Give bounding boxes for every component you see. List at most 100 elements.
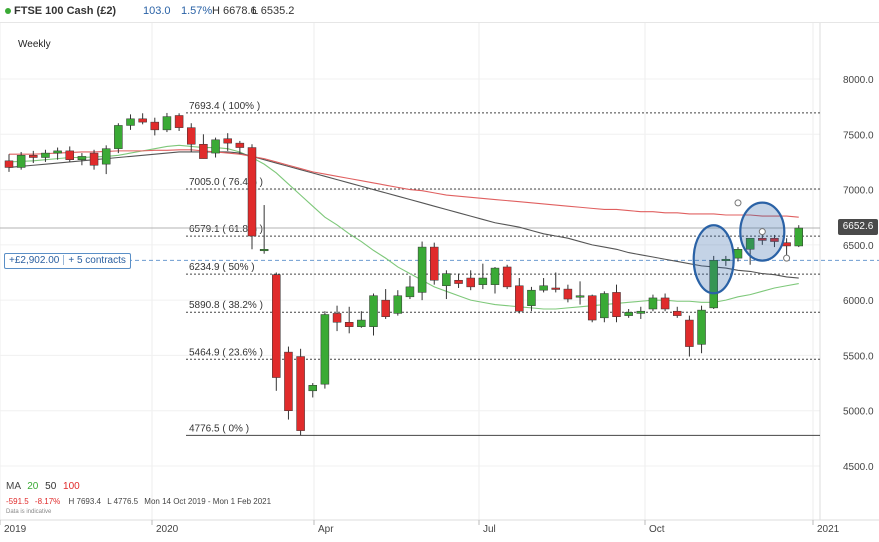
timeframe-label[interactable]: Weekly [18,39,51,50]
candle-down [685,319,694,347]
candle-up [600,293,609,319]
candle-down [612,292,621,317]
candle-down [223,138,232,144]
stats-change-pct: -8.17% [34,497,61,506]
position-pnl: +£2,902.00 [9,255,60,266]
candle-up [320,314,330,385]
instrument-name[interactable]: FTSE 100 Cash (£2) [14,5,117,17]
candle-up [126,118,135,126]
candle-down [284,351,293,411]
x-tick-label: Jul [483,524,496,535]
candle-down [247,147,257,237]
stats-range: Mon 14 Oct 2019 - Mon 1 Feb 2021 [144,497,272,506]
stats-change: -591.5 [6,497,29,506]
candle-down [4,160,14,168]
fib-level-label: 7693.4 ( 100% ) [189,101,260,112]
candle-up [16,155,26,168]
stats-high: H 7693.4 [68,497,101,506]
candle-down [89,152,99,166]
ma-50-label: 50 [45,481,57,492]
candle-up [490,267,500,285]
candle-up [745,237,755,250]
candle-up [369,295,378,327]
candle-up [442,273,451,287]
candle-down [29,155,38,158]
y-tick-label: 7000.0 [843,186,874,197]
candle-up [259,249,269,252]
candle-down [782,242,791,247]
candle-down [199,143,208,159]
last-price-tag: 6652.6 [838,219,878,235]
candle-down [454,279,463,284]
x-tick-label: Oct [649,524,665,535]
candle-up [417,246,427,293]
candle-down [587,295,597,321]
candle-down [65,150,74,160]
ma-100-line [9,149,799,218]
fib-level-label: 6579.1 ( 61.8% ) [189,224,263,235]
y-tick-label: 4500.0 [843,462,874,473]
fractal-marker [783,254,791,262]
fib-level-label: 5464.9 ( 23.6% ) [189,347,263,358]
candle-down [138,118,147,123]
fractal-marker [734,199,742,207]
candle-up [211,139,220,154]
candle-up [308,385,317,392]
candle-down [174,115,184,128]
candle-down [466,277,475,288]
y-tick-label: 5500.0 [843,351,874,362]
range-stats: -591.5 -8.17% H 7693.4 L 4776.5 Mon 14 O… [6,497,271,506]
candle-up [721,258,731,261]
y-tick-label: 5000.0 [843,407,874,418]
candle-up [527,289,536,306]
candle-down [660,297,670,310]
highlight-ellipse [692,224,735,295]
candle-up [794,227,803,247]
candle-down [296,356,305,431]
fib-level-label: 4776.5 ( 0% ) [189,423,249,434]
fractal-marker [758,228,766,236]
position-size: + 5 contracts [68,255,126,266]
candle-up [77,156,87,160]
candle-down [381,299,390,317]
fib-level-label: 7005.0 ( 76.4% ) [189,177,263,188]
candle-down [673,310,682,316]
candle-up [41,152,50,158]
candle-up [624,312,633,316]
candle-up [405,286,415,298]
low-value: L 6535.2 [252,5,295,17]
change-value: 103.0 [143,5,171,17]
candle-down [150,121,160,131]
candle-down [770,237,779,242]
ma-100-label: 100 [63,481,80,492]
candle-up [575,295,585,298]
high-value: H 6678.6 [212,5,257,17]
candle-up [53,150,62,154]
candle-down [430,246,439,281]
stats-low: L 4776.5 [107,497,139,506]
candle-up [101,148,111,165]
ma-20-label: 20 [27,481,39,492]
disclaimer: Data is indicative [6,509,52,515]
candle-down [551,287,560,290]
ma-20-line [8,144,799,310]
candle-up [709,260,718,309]
y-tick-label: 6000.0 [843,296,874,307]
x-tick-label: 2020 [156,524,179,535]
candle-up [357,319,366,327]
candle-up [478,277,488,285]
instrument-header: FTSE 100 Cash (£2) 103.0 1.57% H 6678.6 … [0,0,879,23]
y-tick-label: 8000.0 [843,75,874,86]
open-position-label[interactable]: +£2,902.00 + 5 contracts [4,253,131,269]
x-tick-label: 2021 [817,524,840,535]
ma-legend[interactable]: MA 20 50 100 [6,481,80,492]
change-percent: 1.57% [181,5,213,17]
fib-level-label: 5890.8 ( 38.2% ) [189,300,263,311]
x-tick-label: 2019 [4,524,27,535]
candle-down [758,237,767,241]
ma-label: MA [6,481,21,492]
candle-down [332,313,342,323]
candle-up [636,310,646,314]
